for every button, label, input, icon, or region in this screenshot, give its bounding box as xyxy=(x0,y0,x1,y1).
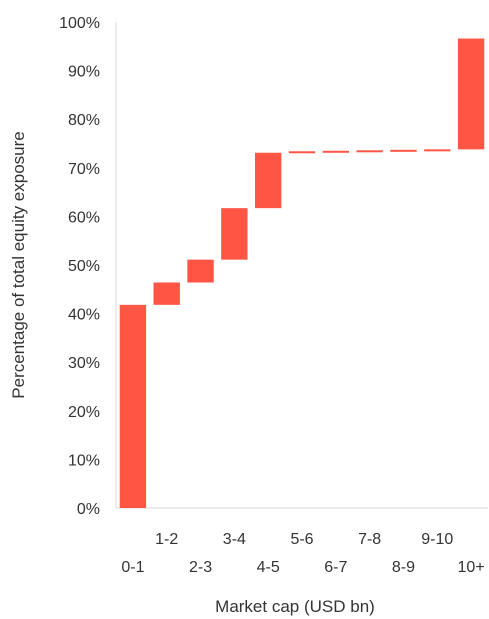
x-tick-label: 1-2 xyxy=(155,531,178,548)
x-tick-label: 3-4 xyxy=(223,531,246,548)
bar-7-8 xyxy=(356,150,383,153)
x-tick-label: 2-3 xyxy=(189,559,212,576)
y-tick-label: 50% xyxy=(68,258,100,275)
x-axis-ticks: 0-1 1-2 2-3 3-4 4-5 5-6 6-7 7-8 8-9 9-10 10+ xyxy=(121,531,484,576)
bar-0-1 xyxy=(119,304,147,508)
bar-4-5 xyxy=(254,152,282,209)
x-axis-title: Market cap (USD bn) xyxy=(215,597,375,616)
x-tick-label: 8-9 xyxy=(392,559,415,576)
bar-2-3 xyxy=(187,259,214,283)
y-tick-label: 40% xyxy=(68,307,100,324)
y-tick-label: 20% xyxy=(68,404,100,421)
x-tick-label: 7-8 xyxy=(358,531,381,548)
y-tick-label: 80% xyxy=(68,112,100,129)
y-axis-ticks: 0% 10% 20% 30% 40% 50% 60% 70% 80% 90% 100% xyxy=(59,15,100,518)
x-tick-label: 6-7 xyxy=(324,559,347,576)
bar-5-6 xyxy=(288,151,316,154)
bar-6-7 xyxy=(322,150,350,153)
y-axis-title: Percentage of total equity exposure xyxy=(9,131,28,398)
y-tick-label: 70% xyxy=(68,161,100,178)
bar-8-9 xyxy=(390,149,417,152)
bar-3-4 xyxy=(221,208,248,260)
y-tick-label: 10% xyxy=(68,452,100,469)
x-tick-label: 5-6 xyxy=(290,531,313,548)
bar-9-10 xyxy=(424,149,451,152)
x-tick-label: 10+ xyxy=(458,559,485,576)
bar-1-2 xyxy=(153,282,180,305)
x-tick-label: 0-1 xyxy=(121,559,144,576)
y-tick-label: 100% xyxy=(59,15,100,32)
y-tick-label: 30% xyxy=(68,355,100,372)
y-tick-label: 60% xyxy=(68,209,100,226)
y-tick-label: 90% xyxy=(68,64,100,81)
bar-10+ xyxy=(457,38,485,150)
x-tick-label: 9-10 xyxy=(421,531,453,548)
y-tick-label: 0% xyxy=(77,501,100,518)
x-tick-label: 4-5 xyxy=(257,559,280,576)
bars xyxy=(119,38,485,508)
